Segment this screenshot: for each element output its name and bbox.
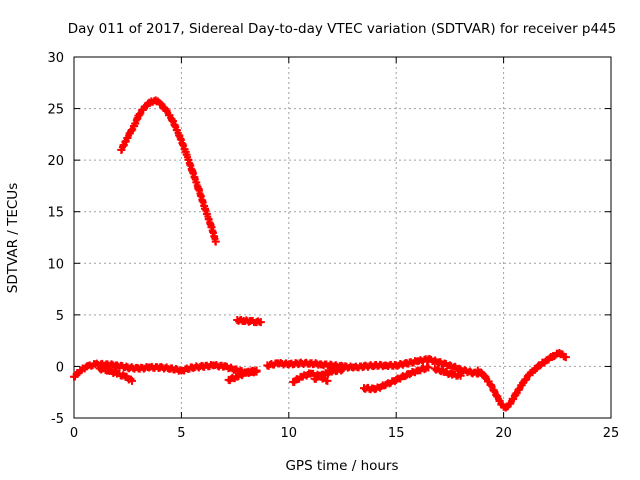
series-segment-markers <box>169 117 183 139</box>
axis-ticks <box>73 56 612 419</box>
series-desc-5 <box>359 363 433 394</box>
y-tick-label: -5 <box>51 412 64 427</box>
data-point <box>424 363 433 372</box>
y-tick-label: 5 <box>56 309 64 324</box>
data-point <box>211 237 220 246</box>
series-desc-4 <box>310 365 347 383</box>
x-tick-label: 15 <box>388 426 405 441</box>
series-desc-6 <box>430 364 465 380</box>
data-point <box>252 366 261 375</box>
chart-title: Day 011 of 2017, Sidereal Day-to-day VTE… <box>68 21 617 37</box>
y-tick-label: 0 <box>56 360 64 375</box>
y-tick-label: 20 <box>47 154 64 169</box>
plot-frame <box>73 56 612 419</box>
x-tick-label: 0 <box>70 426 78 441</box>
series-segment-markers <box>503 400 513 411</box>
series-arc-high <box>117 96 220 246</box>
series-segment-markers <box>254 317 263 326</box>
x-tick-label: 25 <box>603 426 620 441</box>
y-axis-label: SDTVAR / TECUs <box>5 183 21 293</box>
series-short-arc-4.5 <box>233 316 265 327</box>
series-segment-markers <box>394 372 410 383</box>
x-tick-label: 5 <box>177 426 185 441</box>
series-desc-1 <box>95 364 136 385</box>
grid <box>74 57 611 418</box>
y-tick-labels: -5 0 5 10 15 20 25 30 <box>47 51 64 427</box>
x-tick-label: 20 <box>495 426 512 441</box>
series-segment-markers <box>526 364 541 377</box>
data-point <box>561 353 570 362</box>
y-tick-label: 10 <box>47 257 64 272</box>
data-point <box>323 376 332 385</box>
series-segment-markers <box>153 97 163 106</box>
series-segment-markers <box>71 369 83 381</box>
series-layer <box>70 96 570 412</box>
series-dip-20 <box>473 349 570 412</box>
data-point <box>338 365 347 374</box>
x-tick-labels: 0 5 10 15 20 25 <box>70 426 619 441</box>
x-tick-label: 10 <box>281 426 298 441</box>
x-axis-label: GPS time / hours <box>285 458 398 474</box>
series-desc-2 <box>224 366 261 385</box>
y-tick-label: 30 <box>47 51 64 66</box>
data-point <box>127 376 136 385</box>
data-point <box>256 318 265 327</box>
series-baseline-b <box>263 355 487 378</box>
series-segment-markers <box>149 97 158 106</box>
data-point <box>456 371 465 380</box>
y-tick-label: 15 <box>47 206 64 221</box>
series-segment-markers <box>176 133 189 153</box>
y-tick-label: 25 <box>47 103 64 118</box>
